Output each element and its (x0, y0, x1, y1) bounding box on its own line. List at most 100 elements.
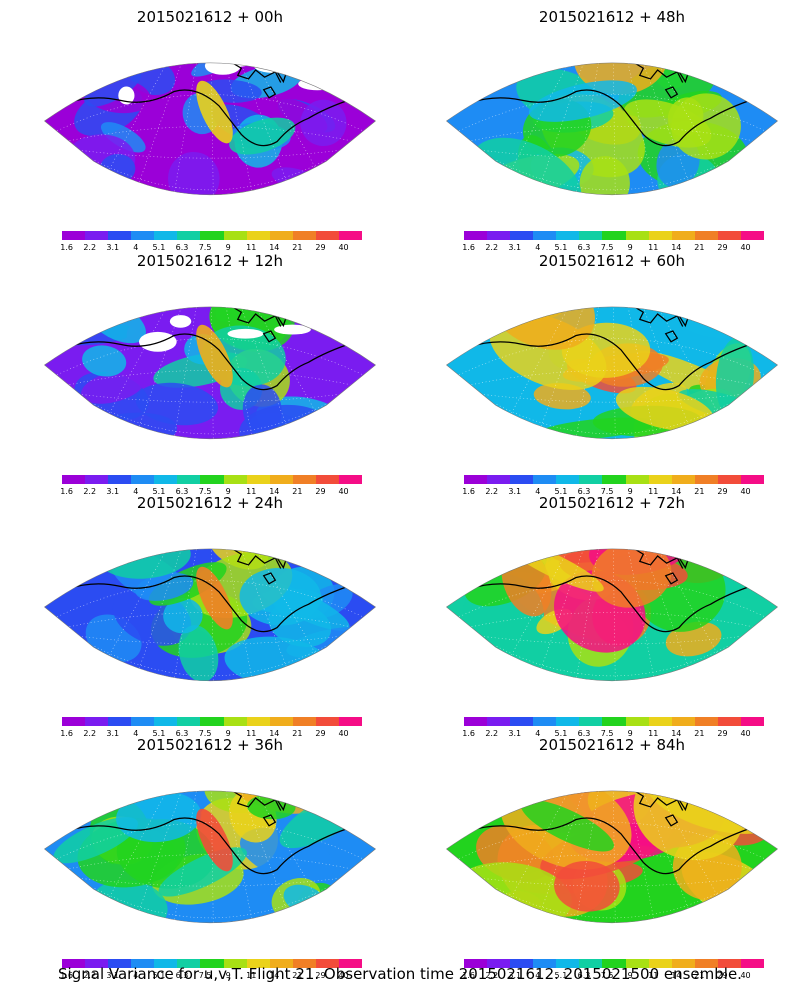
variance-contour (168, 151, 220, 195)
colorbar-segment (579, 231, 603, 240)
colorbar-segment (487, 959, 511, 968)
variance-map (446, 548, 778, 681)
colorbar-segment (556, 475, 580, 484)
colorbar (464, 717, 765, 726)
variance-contour (229, 117, 296, 155)
colorbar-tick-label: 7.5 (600, 243, 614, 252)
colorbar-segment (131, 717, 155, 726)
map-border (446, 62, 778, 195)
colorbar-tick-label: 3.1 (106, 729, 120, 738)
variance-contour (81, 370, 146, 404)
coastline (468, 548, 756, 633)
coastline (468, 62, 756, 147)
colorbar-segment (338, 959, 363, 968)
variance-map (446, 306, 778, 439)
colorbar-tick-label: 40 (740, 729, 751, 738)
coastline (66, 62, 354, 147)
colorbar-segment (338, 231, 363, 240)
colorbar-segment (464, 475, 488, 484)
panel-title: 2015021612 + 48h (538, 8, 686, 26)
latitude-line (56, 338, 364, 376)
colorbar-segment (740, 475, 765, 484)
variance-map (44, 306, 376, 439)
longitude-line (611, 548, 702, 681)
colorbar-tick-label: 14 (671, 487, 682, 496)
colorbar-tick-label: 9 (225, 487, 231, 496)
latitude-line (458, 580, 766, 618)
colorbar-tick-label: 3.1 (106, 487, 120, 496)
colorbar-tick-label: 29 (315, 243, 326, 252)
colorbar-tick-label: 21 (292, 243, 303, 252)
colorbar (464, 475, 765, 484)
colorbar-segment (533, 231, 557, 240)
colorbar-tick-label: 1.6 (60, 487, 73, 496)
colorbar-tick-label: 9 (225, 243, 231, 252)
latitude-line (69, 854, 351, 869)
longitude-line (611, 548, 616, 681)
colorbar-segment (625, 959, 649, 968)
colorbar-segment (62, 475, 86, 484)
variance-map (44, 548, 376, 681)
map-panel: 2015021612 + 36h 1.6 2.2 3.1 4 5.1 6.3 7.5 9 11 14… (20, 736, 400, 980)
missing-data-area (138, 331, 177, 352)
latitude-line (69, 612, 351, 627)
colorbar-segment (464, 231, 488, 240)
colorbar (62, 959, 363, 968)
colorbar-tick-label: 6.3 (577, 729, 591, 738)
variance-map (446, 62, 778, 195)
latitude-line (82, 878, 338, 887)
colorbar-tick-label: 1.6 (462, 487, 475, 496)
colorbar-tick-label: 21 (694, 729, 705, 738)
colorbar-tick-label: 40 (338, 243, 349, 252)
colorbar-tick-label: 11 (648, 971, 659, 980)
colorbar-tick-label: 21 (694, 243, 705, 252)
colorbar-tick-label: 3.1 (508, 487, 522, 496)
colorbar-tick-label: 9 (627, 487, 633, 496)
colorbar-segment (671, 959, 695, 968)
colorbar-tick-label: 6.3 (175, 487, 189, 496)
colorbar-segment (338, 717, 363, 726)
colorbar-tick-label: 1.6 (60, 243, 73, 252)
missing-data-area (298, 77, 337, 91)
colorbar-segment (556, 231, 580, 240)
colorbar-segment (269, 717, 293, 726)
colorbar-segment (602, 231, 626, 240)
colorbar-segment (85, 717, 109, 726)
colorbar-segment (625, 475, 649, 484)
colorbar-tick-label: 29 (315, 971, 326, 980)
colorbar-segment (602, 959, 626, 968)
colorbar-tick-label: 14 (269, 243, 280, 252)
colorbar-segment (717, 231, 741, 240)
map-border (44, 62, 376, 195)
coastline (468, 306, 756, 391)
colorbar-tick-label: 9 (225, 971, 231, 980)
latitude-line (471, 612, 753, 627)
longitude-line (209, 790, 214, 923)
colorbar-segment (177, 959, 201, 968)
coastline (468, 790, 756, 875)
panel-title: 2015021612 + 00h (136, 8, 284, 26)
colorbar-segment (177, 475, 201, 484)
longitude-line (611, 790, 659, 923)
colorbar-ticks: 1.6 2.2 3.1 4 5.1 6.3 7.5 9 11 14 21 29 40 (60, 487, 362, 497)
colorbar-segment (694, 959, 718, 968)
colorbar-tick-label: 4 (133, 487, 139, 496)
colorbar-tick-label: 3.1 (508, 729, 522, 738)
colorbar-segment (223, 475, 247, 484)
colorbar-segment (533, 475, 557, 484)
colorbar-segment (200, 475, 224, 484)
panel-title: 2015021612 + 12h (136, 252, 284, 270)
colorbar-segment (154, 717, 178, 726)
latitude-line (471, 126, 753, 141)
missing-data-area (105, 307, 140, 320)
colorbar-tick-label: 11 (246, 487, 257, 496)
colorbar-segment (131, 231, 155, 240)
colorbar-tick-label: 4 (535, 487, 541, 496)
colorbar-tick-label: 2.2 (485, 243, 499, 252)
longitude-line (611, 62, 616, 195)
colorbar-segment (579, 475, 603, 484)
colorbar-tick-label: 5.1 (554, 729, 568, 738)
colorbar-segment (108, 717, 132, 726)
colorbar-tick-label: 2.2 (485, 971, 499, 980)
panel-title: 2015021612 + 72h (538, 494, 686, 512)
